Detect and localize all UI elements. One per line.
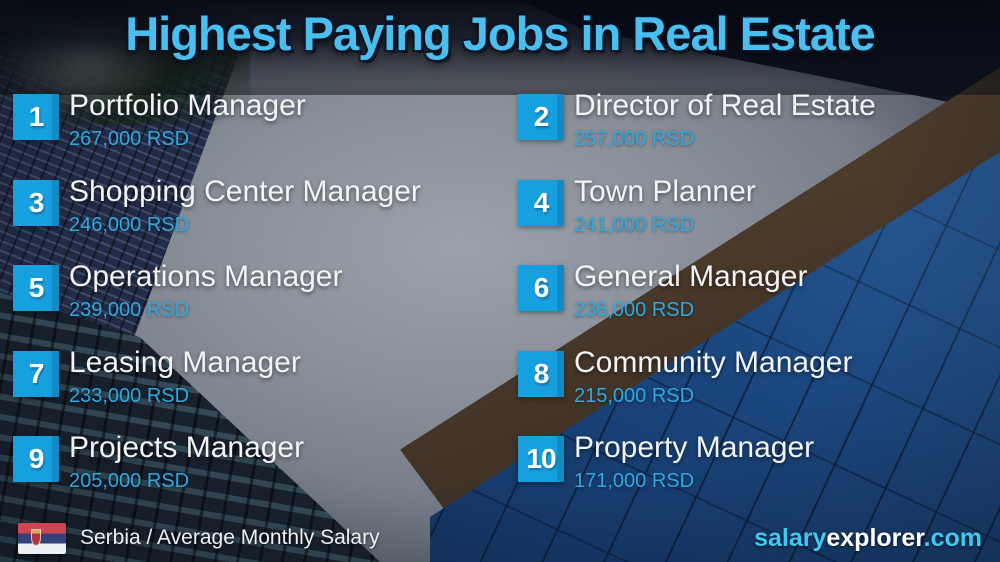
job-salary: 205,000 RSD [69, 470, 190, 492]
job-title: Operations Manager [69, 260, 343, 293]
job-salary: 246,000 RSD [69, 213, 190, 236]
footer: Serbia / Average Monthly Salary salaryex… [0, 514, 1000, 562]
rank-badge: 1 [13, 94, 59, 140]
serbia-coat-of-arms-icon [31, 528, 41, 546]
ranking-list: 1 Portfolio Manager 267,000 RSD 2 Direct… [13, 88, 1000, 516]
rank-text: Director of Real Estate 257,000 RSD [574, 88, 876, 151]
page-title: Highest Paying Jobs in Real Estate [125, 7, 876, 60]
rank-text: Town Planner 241,000 RSD [574, 174, 756, 237]
rank-text: Property Manager 171,000 RSD [574, 430, 814, 493]
job-title: Community Manager [574, 345, 853, 379]
rank-item: 3 Shopping Center Manager 246,000 RSD [13, 174, 518, 260]
job-salary: 267,000 RSD [69, 128, 190, 150]
footer-caption: Serbia / Average Monthly Salary [80, 526, 380, 549]
rank-badge: 8 [518, 350, 564, 397]
job-title: Projects Manager [69, 431, 305, 464]
job-title: Shopping Center Manager [69, 174, 421, 208]
rank-badge: 5 [13, 265, 59, 311]
rank-text: General Manager 236,000 RSD [574, 259, 807, 322]
job-salary: 239,000 RSD [69, 299, 190, 321]
rank-badge: 4 [518, 179, 564, 226]
job-salary: 215,000 RSD [574, 384, 695, 407]
rank-item: 7 Leasing Manager 233,000 RSD [13, 345, 518, 431]
job-title: Property Manager [574, 431, 815, 464]
job-salary: 171,000 RSD [574, 470, 695, 492]
job-title: General Manager [574, 260, 808, 293]
rank-text: Leasing Manager 233,000 RSD [69, 345, 301, 408]
rank-item: 10 Property Manager 171,000 RSD [518, 430, 988, 516]
job-title: Director of Real Estate [574, 89, 876, 122]
brand-part-com: .com [923, 523, 982, 552]
rank-text: Community Manager 215,000 RSD [574, 345, 852, 408]
rank-item: 4 Town Planner 241,000 RSD [518, 174, 988, 260]
job-title: Portfolio Manager [69, 89, 306, 122]
rank-item: 9 Projects Manager 205,000 RSD [13, 430, 518, 516]
rank-badge: 9 [13, 436, 59, 482]
brand-part-explorer: explorer [826, 523, 924, 552]
rank-badge: 7 [13, 350, 59, 397]
brand-part-salary: salary [754, 523, 827, 552]
rank-badge: 3 [13, 179, 59, 226]
bg-bottom-shadow [0, 0, 1000, 95]
job-salary: 257,000 RSD [574, 128, 695, 150]
rank-badge: 6 [518, 265, 564, 311]
job-salary: 241,000 RSD [574, 213, 695, 236]
rank-item: 5 Operations Manager 239,000 RSD [13, 259, 518, 345]
rank-item: 8 Community Manager 215,000 RSD [518, 345, 988, 431]
rank-text: Operations Manager 239,000 RSD [69, 259, 343, 322]
rank-text: Portfolio Manager 267,000 RSD [69, 88, 306, 151]
serbia-flag-icon [18, 522, 66, 554]
rank-item: 1 Portfolio Manager 267,000 RSD [13, 88, 518, 174]
rank-text: Projects Manager 205,000 RSD [69, 430, 304, 493]
rank-badge: 10 [518, 436, 564, 482]
job-title: Leasing Manager [69, 345, 301, 379]
rank-text: Shopping Center Manager 246,000 RSD [69, 174, 421, 237]
job-salary: 233,000 RSD [69, 384, 190, 407]
brand-logo: salaryexplorer.com [754, 524, 982, 553]
job-title: Town Planner [574, 174, 756, 208]
rank-badge: 2 [518, 94, 564, 140]
job-salary: 236,000 RSD [574, 299, 695, 321]
rank-item: 6 General Manager 236,000 RSD [518, 259, 988, 345]
rank-item: 2 Director of Real Estate 257,000 RSD [518, 88, 988, 174]
